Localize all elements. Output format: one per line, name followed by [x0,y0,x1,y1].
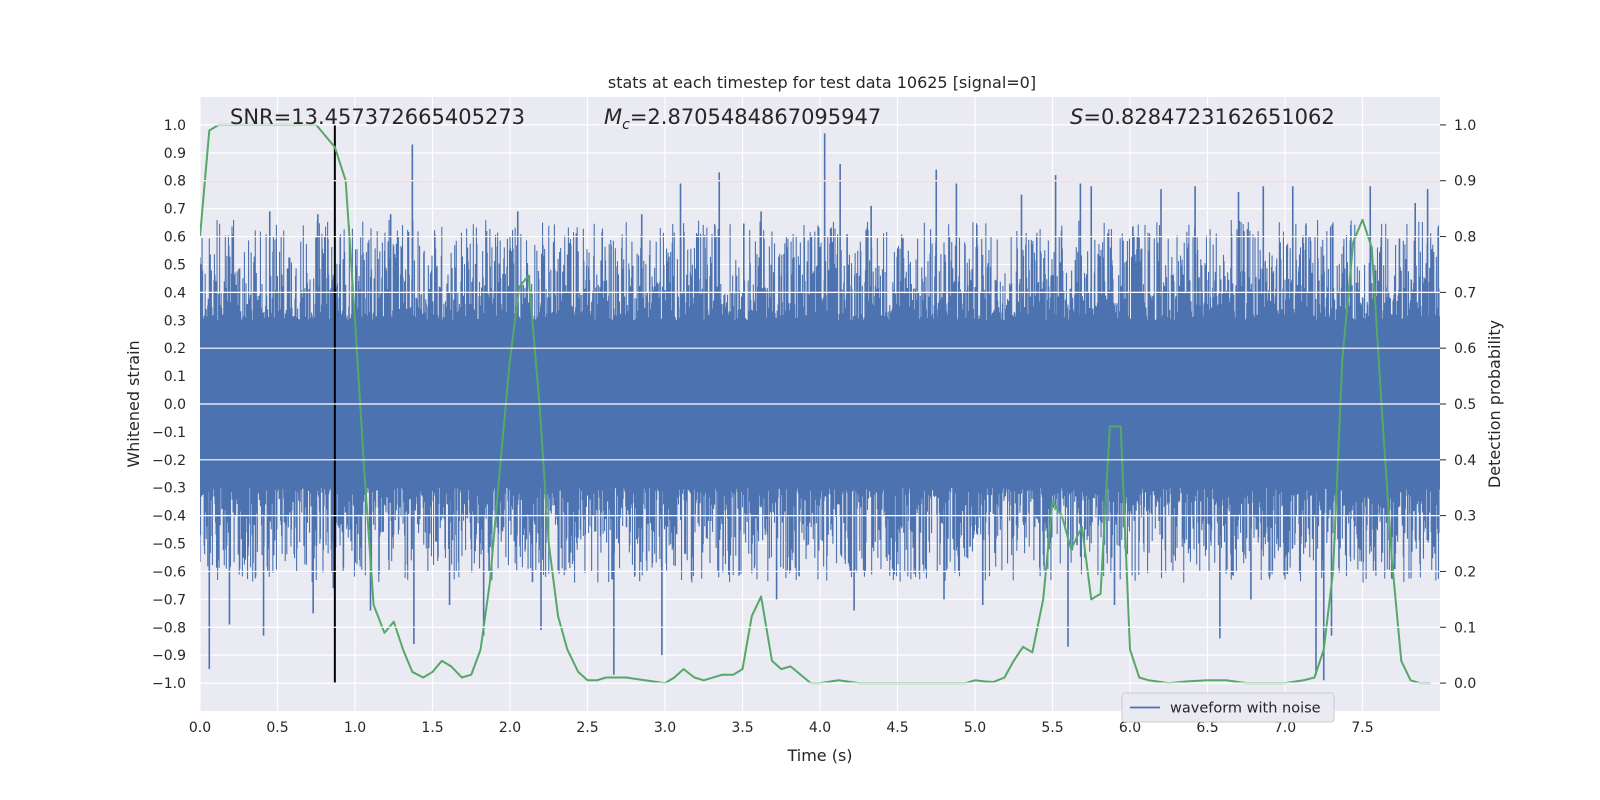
left-y-tick-label: −0.9 [152,648,186,664]
chirp-mass-symbol: M [604,105,622,129]
s-value: =0.8284723162651062 [1083,105,1334,129]
left-y-tick-label: 0.8 [164,174,186,190]
right-y-tick-label: 0.9 [1454,174,1476,190]
x-tick-label: 3.5 [731,720,753,736]
x-tick-label: 4.5 [886,720,908,736]
right-y-tick-label: 1.0 [1454,118,1476,134]
waveform-spikes [200,219,1440,583]
left-y-tick-label: 0.4 [164,285,186,301]
right-axis-gridlines [200,124,1440,684]
left-y-axis-ticks: 1.0 0.9 0.8 0.7 0.6 0.5 0.4 0.3 0.2 0.1 0.0 −0.1 −0.… [152,118,186,692]
x-tick-label: 3.0 [654,720,676,736]
left-y-tick-label: 0.9 [164,146,186,162]
left-y-tick-label: 0.5 [164,257,186,273]
s-annotation: S=0.8284723162651062 [1070,105,1335,129]
chirp-mass-annotation: Mc=2.8705484867095947 [604,105,881,133]
right-y-tick-label: 0.6 [1454,341,1476,357]
x-tick-label: 0.0 [189,720,211,736]
right-y-axis-label: Detection probability [1485,320,1504,488]
x-axis-label: Time (s) [786,746,852,765]
left-y-tick-label: 0.3 [164,313,186,329]
x-tick-label: 5.0 [964,720,986,736]
left-y-tick-label: 0.6 [164,230,186,246]
chirp-mass-subscript: c [622,117,630,133]
left-y-tick-label: −0.6 [152,564,186,580]
x-tick-label: 0.5 [266,720,288,736]
x-tick-label: 4.0 [809,720,831,736]
right-y-tick-label: 0.4 [1454,453,1476,469]
legend: waveform with noise [1121,692,1335,723]
right-y-tick-label: 0.0 [1454,676,1476,692]
left-y-tick-label: −1.0 [152,676,186,692]
legend-box [1121,692,1335,723]
x-tick-label: 1.5 [421,720,443,736]
left-y-tick-label: 1.0 [164,118,186,134]
left-y-axis-label: Whitened strain [124,340,143,467]
chirp-mass-value: =2.8705484867095947 [630,105,881,129]
snr-annotation: SNR=13.457372665405273 [230,105,525,129]
x-tick-label: 5.5 [1041,720,1063,736]
right-y-tick-label: 0.1 [1454,620,1476,636]
left-y-tick-label: −0.5 [152,537,186,553]
x-tick-label: 2.0 [499,720,521,736]
left-y-tick-label: −0.4 [152,509,186,525]
x-tick-label: 2.5 [576,720,598,736]
right-y-tick-label: 0.7 [1454,285,1476,301]
x-tick-label: 1.0 [344,720,366,736]
chart-title: stats at each timestep for test data 106… [608,73,1036,92]
right-y-tick-label: 0.2 [1454,564,1476,580]
legend-label: waveform with noise [1170,701,1321,717]
right-y-tick-label: 0.3 [1454,509,1476,525]
right-y-axis-ticks: 1.0 0.9 0.8 0.7 0.6 0.5 0.4 0.3 0.2 0.1 0.0 [1440,118,1476,692]
x-tick-label: 7.5 [1351,720,1373,736]
x-axis-ticks: 0.0 0.5 1.0 1.5 2.0 2.5 3.0 3.5 4.0 4.5 5.0 5.5 6.0 6… [189,720,1374,736]
right-y-tick-label: 0.8 [1454,230,1476,246]
left-y-tick-label: −0.1 [152,425,186,441]
x-tick-label: 6.0 [1119,720,1141,736]
left-y-tick-label: −0.3 [152,481,186,497]
left-y-tick-label: −0.7 [152,592,186,608]
left-y-tick-label: 0.2 [164,341,186,357]
left-y-tick-label: 0.1 [164,369,186,385]
right-y-tick-label: 0.5 [1454,397,1476,413]
left-y-tick-label: 0.7 [164,202,186,218]
s-symbol: S [1070,105,1083,129]
left-y-tick-label: −0.2 [152,453,186,469]
x-tick-label: 7.0 [1274,720,1296,736]
left-y-tick-label: −0.8 [152,620,186,636]
left-y-tick-label: 0.0 [164,397,186,413]
x-tick-label: 6.5 [1196,720,1218,736]
